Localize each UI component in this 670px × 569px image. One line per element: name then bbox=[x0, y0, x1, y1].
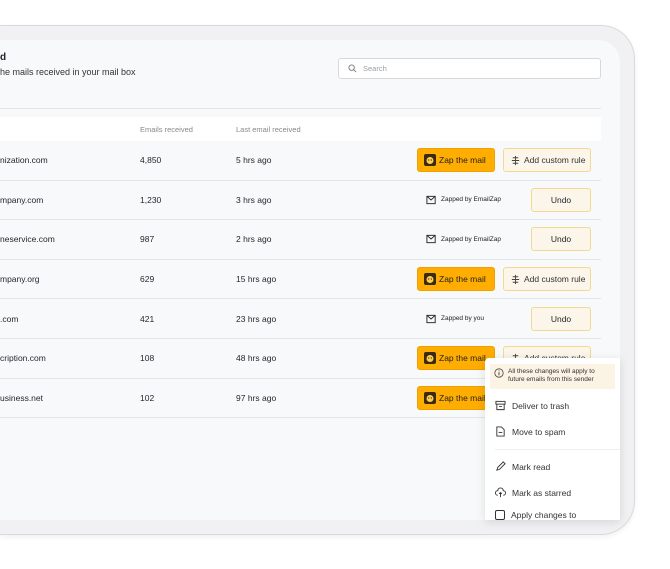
archive-icon bbox=[495, 401, 506, 411]
zapped-label: Zapped by EmailZap bbox=[441, 196, 501, 204]
menu-item-mark-read[interactable]: Mark read bbox=[485, 454, 620, 480]
divider bbox=[0, 108, 601, 109]
emails-received: 421 bbox=[140, 313, 155, 324]
last-email-received: 97 hrs ago bbox=[236, 392, 277, 403]
zapped-status: Zapped by you bbox=[426, 314, 484, 324]
menu-item-mark-as-starred[interactable]: Mark as starred bbox=[485, 480, 620, 506]
zapped-mail-icon bbox=[426, 195, 436, 205]
table-header: Emails received Last email received bbox=[0, 117, 601, 141]
rule-label: Add custom rule bbox=[524, 155, 586, 166]
menu-item-label: Move to spam bbox=[512, 426, 566, 437]
menu-item-label: Deliver to trash bbox=[512, 400, 570, 411]
search-icon bbox=[348, 64, 357, 73]
last-email-received: 2 hrs ago bbox=[236, 234, 272, 245]
search-input[interactable]: Search bbox=[338, 58, 601, 79]
emailzap-mascot-icon bbox=[424, 391, 436, 404]
menu-item-label: Mark read bbox=[512, 461, 551, 472]
search-placeholder: Search bbox=[363, 64, 387, 73]
sender-domain: nization.com bbox=[0, 155, 48, 166]
rule-notice: All these changes will apply to future e… bbox=[490, 364, 615, 389]
zap-label: Zap the mail bbox=[439, 353, 486, 364]
zapped-label: Zapped by you bbox=[441, 315, 485, 323]
cloud-upload-icon bbox=[495, 487, 506, 498]
sender-domain: neservice.com bbox=[0, 234, 55, 245]
zapped-status: Zapped by EmailZap bbox=[426, 234, 501, 244]
emailzap-mascot-icon bbox=[424, 352, 436, 365]
undo-button[interactable]: Undo bbox=[531, 187, 591, 212]
emailzap-mascot-icon bbox=[424, 154, 436, 167]
page-title: d bbox=[0, 52, 7, 63]
sender-domain: .com bbox=[0, 313, 19, 324]
zap-the-mail-button[interactable]: Zap the mail bbox=[417, 148, 495, 173]
sender-domain: mpany.org bbox=[0, 274, 40, 285]
last-email-received: 3 hrs ago bbox=[236, 194, 272, 205]
zapped-mail-icon bbox=[426, 235, 436, 244]
zapped-mail-icon bbox=[426, 314, 436, 323]
sender-domain: usiness.net bbox=[0, 392, 43, 403]
last-email-received: 23 hrs ago bbox=[236, 313, 277, 324]
table-row: mpany.org 629 15 hrs ago Zap the mail Ad… bbox=[0, 259, 601, 300]
undo-button[interactable]: Undo bbox=[531, 227, 591, 252]
last-email-received: 5 hrs ago bbox=[236, 155, 272, 166]
menu-item-label: Apply changes to bbox=[511, 509, 577, 520]
zapped-label: Zapped by EmailZap bbox=[441, 235, 501, 243]
zap-label: Zap the mail bbox=[439, 392, 486, 403]
zapped-status: Zapped by EmailZap bbox=[426, 195, 501, 205]
zap-label: Zap the mail bbox=[439, 155, 486, 166]
emails-received: 1,230 bbox=[140, 194, 162, 205]
column-last-email: Last email received bbox=[236, 125, 301, 134]
zap-the-mail-button[interactable]: Zap the mail bbox=[417, 385, 495, 410]
menu-item-apply-changes[interactable]: Apply changes to bbox=[485, 506, 620, 524]
last-email-received: 48 hrs ago bbox=[236, 353, 277, 364]
sender-domain: cription.com bbox=[0, 353, 46, 364]
add-custom-rule-button[interactable]: Add custom rule bbox=[503, 267, 591, 292]
rule-notice-text: All these changes will apply to future e… bbox=[508, 368, 595, 384]
checkbox[interactable] bbox=[495, 509, 505, 520]
menu-item-label: Mark as starred bbox=[512, 487, 572, 498]
table-row: neservice.com 987 2 hrs ago Zapped by Em… bbox=[0, 220, 601, 260]
custom-rule-icon bbox=[511, 274, 520, 284]
emails-received: 102 bbox=[140, 392, 155, 403]
emails-received: 108 bbox=[140, 353, 155, 364]
zap-the-mail-button[interactable]: Zap the mail bbox=[417, 346, 495, 371]
pencil-icon bbox=[496, 461, 506, 472]
menu-divider bbox=[495, 448, 620, 450]
table-row: mpany.com 1,230 3 hrs ago Zapped by Emai… bbox=[0, 180, 601, 221]
rule-label: Add custom rule bbox=[524, 274, 586, 285]
spam-file-icon bbox=[496, 426, 505, 437]
menu-item-move-to-spam[interactable]: Move to spam bbox=[485, 419, 620, 445]
zap-the-mail-button[interactable]: Zap the mail bbox=[417, 267, 495, 292]
last-email-received: 15 hrs ago bbox=[236, 274, 277, 285]
table-row: .com 421 23 hrs ago Zapped by you Undo bbox=[0, 299, 601, 339]
custom-rule-dropdown: All these changes will apply to future e… bbox=[485, 358, 620, 520]
menu-item-deliver-to-trash[interactable]: Deliver to trash bbox=[485, 393, 620, 419]
column-emails-received: Emails received bbox=[140, 125, 193, 134]
page-subtitle: he mails received in your mail box bbox=[0, 67, 136, 77]
add-custom-rule-button[interactable]: Add custom rule bbox=[503, 148, 591, 173]
sender-domain: mpany.com bbox=[0, 194, 44, 205]
emails-received: 4,850 bbox=[140, 155, 162, 166]
custom-rule-icon bbox=[511, 155, 520, 165]
emailzap-mascot-icon bbox=[424, 273, 436, 286]
info-icon bbox=[494, 368, 504, 378]
emails-received: 987 bbox=[140, 234, 155, 245]
zap-label: Zap the mail bbox=[439, 274, 486, 285]
table-row: nization.com 4,850 5 hrs ago Zap the mai… bbox=[0, 141, 601, 181]
undo-button[interactable]: Undo bbox=[531, 306, 591, 331]
emails-received: 629 bbox=[140, 274, 155, 285]
